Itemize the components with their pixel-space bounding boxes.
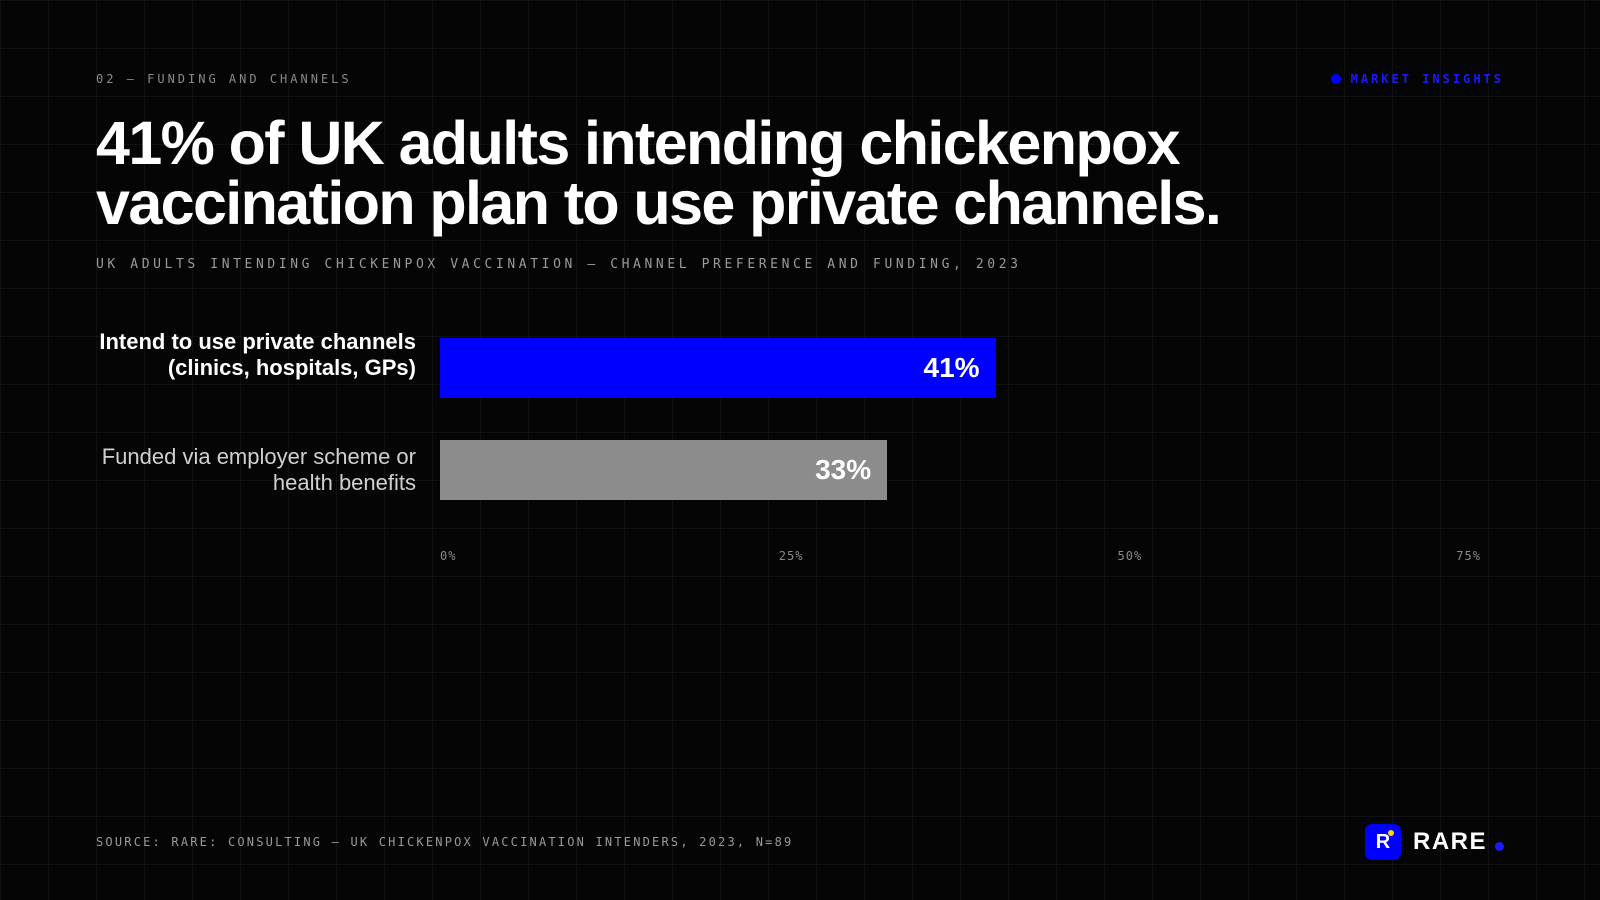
section-label: 02 — FUNDING AND CHANNELS (96, 72, 352, 86)
bar-value-label: 41% (923, 352, 980, 383)
brand-mark-icon: R (1364, 824, 1401, 860)
page-title: 41% of UK adults intending chickenpox va… (96, 109, 1222, 237)
x-tick-label: 50% (1117, 549, 1143, 563)
brand-logo: R RARE (1364, 824, 1504, 860)
tag-label: MARKET INSIGHTS (1350, 72, 1504, 86)
bar: 41% (440, 338, 996, 398)
bar-value-label: 33% (815, 454, 872, 485)
tag-dot-icon (1330, 74, 1341, 84)
brand-mark-letter: R (1375, 830, 1391, 853)
brand-dot-icon (1495, 841, 1504, 851)
bar: 33% (440, 440, 888, 500)
x-tick-label: 75% (1456, 549, 1481, 563)
bar-label: Intend to use private channels (clinics,… (99, 329, 416, 380)
x-tick-label: 0% (440, 549, 457, 563)
chart-subtitle: UK ADULTS INTENDING CHICKENPOX VACCINATI… (96, 257, 1022, 272)
brand-name: RARE (1412, 828, 1487, 855)
source-note: SOURCE: RARE: CONSULTING — UK CHICKENPOX… (96, 835, 794, 849)
brand-spark-icon (1387, 830, 1394, 836)
market-insights-tag: MARKET INSIGHTS (1330, 72, 1504, 86)
x-tick-label: 25% (778, 549, 804, 563)
bar-label: Funded via employer scheme or health ben… (101, 444, 416, 495)
